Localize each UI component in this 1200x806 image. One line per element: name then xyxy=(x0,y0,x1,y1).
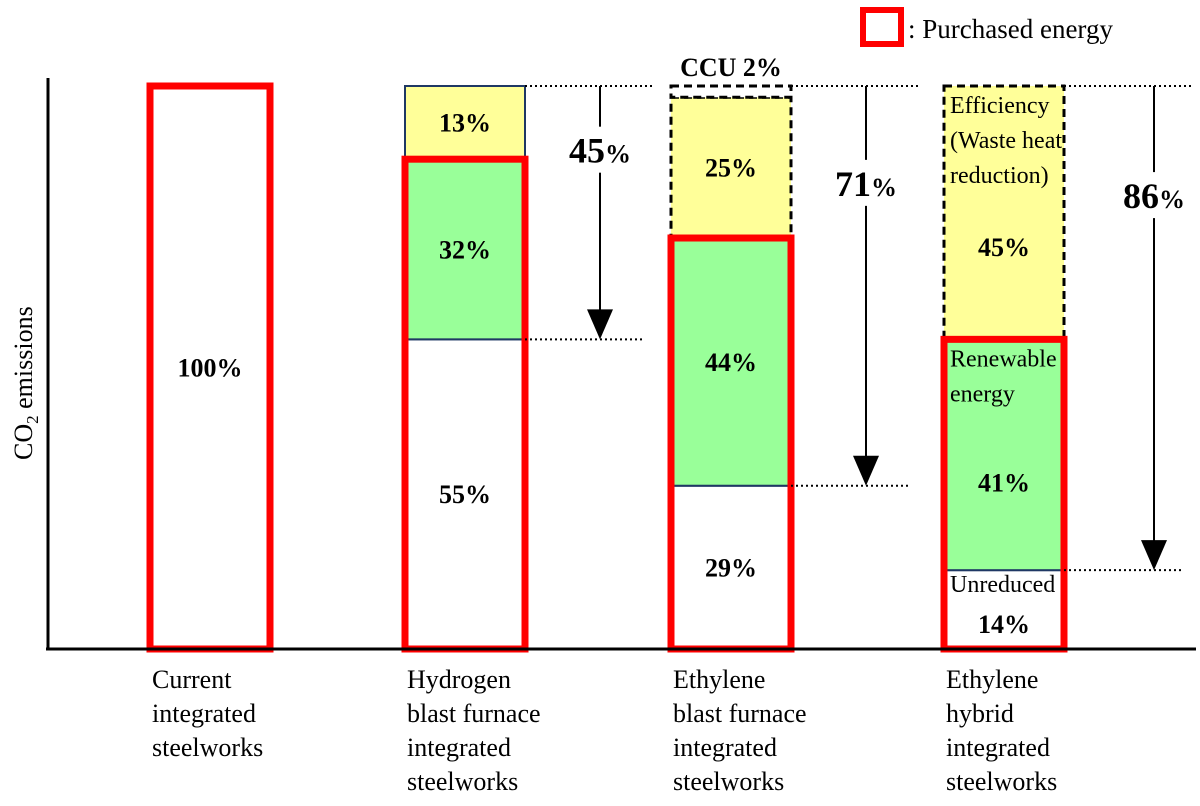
category-label-3: Ethylene xyxy=(673,665,765,694)
category-label-1: integrated xyxy=(152,699,256,728)
bar-3-reduction-arrow-head xyxy=(853,455,879,486)
bar-2-segment-2-label: 32% xyxy=(439,235,491,264)
bar-4-segment-1-caption: Unreduced xyxy=(950,572,1055,598)
bar-3-segment-2-label: 44% xyxy=(705,348,757,377)
bar-2-segment-3 xyxy=(404,85,526,161)
category-label-3: integrated xyxy=(673,733,777,762)
bar-2-reduction-label: 45% xyxy=(569,131,631,171)
y-axis-label-rest: emissions xyxy=(9,306,38,415)
bar-2-segment-1 xyxy=(404,338,526,650)
legend: : Purchased energy xyxy=(860,7,1113,47)
bar-4-segment-3-caption: Efficiency xyxy=(950,93,1050,119)
category-label-3: blast furnace xyxy=(673,699,807,728)
bar-4-segment-1-label: 14% xyxy=(978,610,1030,639)
category-label-4: integrated xyxy=(946,733,1050,762)
legend-swatch xyxy=(860,7,904,47)
bar-4-segment-3 xyxy=(942,84,1066,341)
axes-layer: CO2 emissions xyxy=(9,78,1196,651)
labels-layer: 100% Current integrated steelworks 55% 32% 13%… xyxy=(152,53,1194,796)
bar-3-segment-3-label: 25% xyxy=(705,154,757,183)
bar-3-reduction-label-bg xyxy=(826,159,906,206)
bar-1-segment-1-label: 100% xyxy=(178,354,243,383)
y-axis-label-sub: 2 xyxy=(23,415,42,424)
bar-3-segment-1-label: 29% xyxy=(705,553,757,582)
bar-4-segment-3-label: 45% xyxy=(978,233,1030,262)
bar-4-segment-3-caption: (Waste heat xyxy=(950,128,1062,154)
bars-layer xyxy=(146,82,1194,653)
category-label-2: Hydrogen xyxy=(407,665,511,694)
legend-label: : Purchased energy xyxy=(908,14,1113,44)
y-axis-label-main: CO xyxy=(9,424,38,460)
bar-1-segment-1 xyxy=(150,86,270,649)
bar-4-segment-2 xyxy=(943,338,1065,572)
bar-4-reduction-label-bg xyxy=(1114,172,1194,219)
bar-3-top-note: CCU 2% xyxy=(680,53,782,82)
category-label-1: Current xyxy=(152,665,232,694)
category-label-3: steelworks xyxy=(673,767,784,796)
category-label-1: steelworks xyxy=(152,733,263,762)
category-label-4: Ethylene xyxy=(946,665,1038,694)
category-label-4: hybrid xyxy=(946,699,1014,728)
bar-2-segment-1-label: 55% xyxy=(439,480,491,509)
bar-2-reduction-label-bg xyxy=(560,126,640,173)
bar-3-segment-3 xyxy=(669,95,793,240)
bar-4-reduction-label: 86% xyxy=(1123,176,1185,216)
category-label-4: steelworks xyxy=(946,767,1057,796)
bar-2-segment-3-label: 13% xyxy=(439,109,491,138)
bar-2-reduction-arrow-head xyxy=(587,309,613,340)
bar-4-segment-2-caption: Renewable xyxy=(950,346,1057,372)
bar-4-segment-2-caption: energy xyxy=(950,381,1015,407)
category-label-2: integrated xyxy=(407,733,511,762)
category-label-2: steelworks xyxy=(407,767,518,796)
bar-4-segment-2-label: 41% xyxy=(978,468,1030,497)
bar-4-segment-3-caption: reduction) xyxy=(950,163,1049,189)
bar-3-reduction-label: 71% xyxy=(835,164,897,204)
bar-4-reduction-arrow-head xyxy=(1141,540,1167,571)
category-label-2: blast furnace xyxy=(407,699,541,728)
y-axis-label: CO2 emissions xyxy=(9,306,42,460)
bar-3-segment-4 xyxy=(669,84,793,99)
bar-4-segment-1 xyxy=(943,569,1065,650)
